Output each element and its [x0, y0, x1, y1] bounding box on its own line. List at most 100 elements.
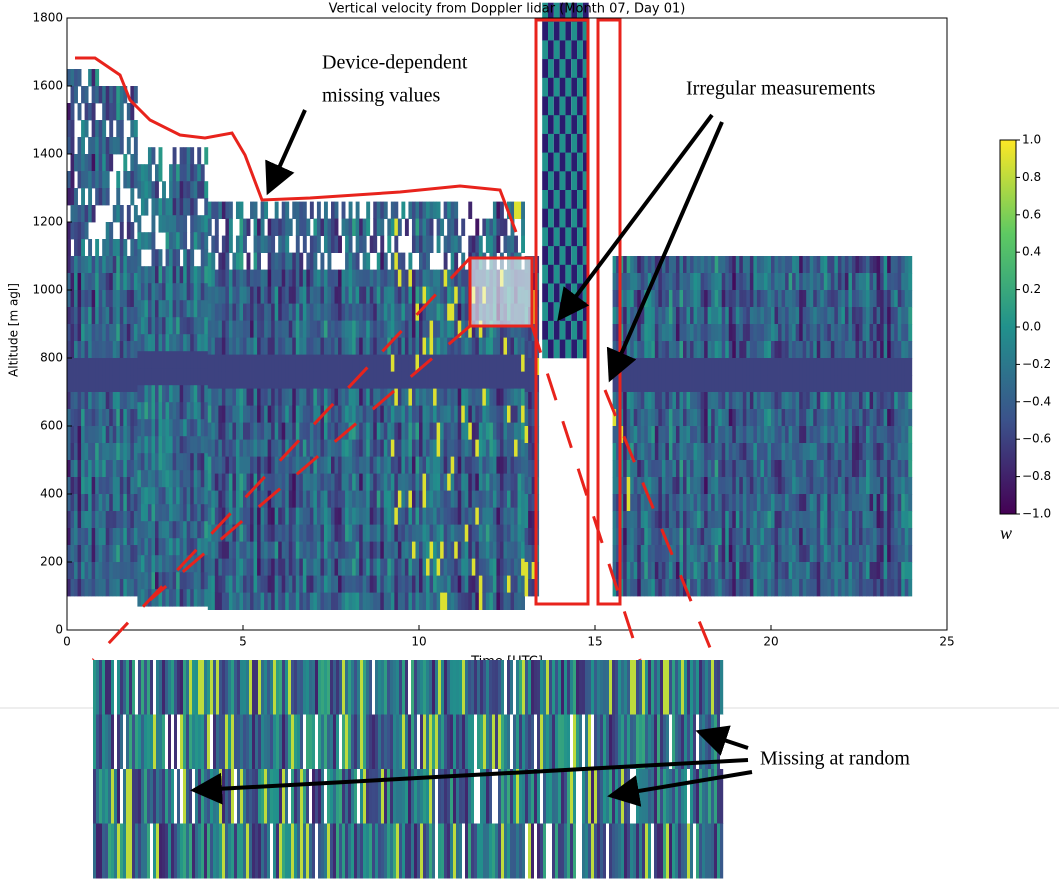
- heatmap-cell: [496, 473, 501, 491]
- heatmap-cell: [137, 419, 142, 437]
- heatmap-cell: [292, 524, 297, 542]
- heatmap-cell: [299, 337, 304, 355]
- heatmap-cell: [91, 528, 96, 546]
- heatmap-cell: [718, 426, 723, 444]
- heatmap-cell: [274, 320, 279, 338]
- heatmap-cell: [658, 307, 663, 325]
- heatmap-cell: [894, 511, 899, 529]
- heatmap-cell: [647, 290, 652, 308]
- heatmap-cell: [373, 456, 378, 474]
- heatmap-cell: [771, 392, 775, 410]
- heatmap-cell: [232, 388, 237, 406]
- heatmap-cell: [419, 456, 423, 474]
- heatmap-cell: [760, 426, 765, 444]
- heatmap-cell: [271, 354, 276, 372]
- heatmap-cell: [81, 239, 85, 257]
- heatmap-cell: [295, 354, 300, 372]
- heatmap-cell: [827, 528, 832, 546]
- heatmap-cell: [623, 460, 628, 478]
- heatmap-cell: [267, 592, 272, 610]
- heatmap-cell: [478, 524, 483, 542]
- heatmap-cell: [619, 256, 624, 274]
- heatmap-cell: [264, 405, 269, 423]
- heatmap-cell: [514, 541, 518, 559]
- heatmap-cell: [668, 358, 673, 376]
- heatmap-cell: [672, 324, 677, 342]
- heatmap-cell: [302, 354, 307, 372]
- heatmap-cell: [394, 490, 399, 508]
- checker-cell: [577, 208, 583, 228]
- heatmap-cell: [77, 103, 82, 121]
- heatmap-cell: [700, 256, 705, 274]
- heatmap-cell: [788, 528, 793, 546]
- heatmap-cell: [788, 375, 793, 393]
- heatmap-cell: [704, 545, 709, 563]
- heatmap-cell: [753, 307, 758, 325]
- heatmap-cell: [119, 528, 124, 546]
- heatmap-cell: [281, 354, 286, 372]
- heatmap-cell: [774, 426, 779, 444]
- heatmap-cell: [725, 392, 730, 410]
- heatmap-cell: [686, 528, 691, 546]
- heatmap-cell: [151, 181, 156, 199]
- heatmap-cell: [454, 354, 459, 372]
- heatmap-cell: [693, 409, 698, 427]
- heatmap-cell: [654, 307, 659, 325]
- heatmap-cell: [151, 453, 156, 471]
- heatmap-cell: [816, 426, 821, 444]
- heatmap-cell: [482, 337, 487, 355]
- heatmap-cell: [207, 422, 212, 440]
- heatmap-cell: [873, 460, 877, 478]
- heatmap-cell: [890, 307, 895, 325]
- heatmap-cell: [74, 511, 78, 529]
- heatmap-cell: [749, 256, 754, 274]
- heatmap-cell: [781, 324, 786, 342]
- heatmap-cell: [693, 375, 698, 393]
- heatmap-cell: [109, 273, 114, 291]
- heatmap-cell: [753, 341, 758, 359]
- heatmap-cell: [162, 334, 166, 352]
- heatmap-cell: [197, 419, 202, 437]
- heatmap-cell: [665, 562, 670, 580]
- heatmap-cell: [158, 368, 163, 386]
- heatmap-cell: [426, 575, 430, 593]
- heatmap-cell: [362, 439, 367, 457]
- heatmap-cell: [130, 154, 135, 172]
- heatmap-cell: [165, 368, 170, 386]
- heatmap-cell: [471, 592, 476, 610]
- heatmap-cell: [74, 392, 78, 410]
- heatmap-cell: [320, 286, 325, 304]
- heatmap-cell: [235, 235, 240, 253]
- heatmap-cell: [390, 592, 395, 610]
- heatmap-cell: [228, 320, 233, 338]
- heatmap-cell: [140, 521, 145, 539]
- heatmap-cell: [84, 222, 89, 240]
- heatmap-cell: [147, 351, 152, 369]
- heatmap-cell: [331, 558, 335, 576]
- heatmap-cell: [485, 422, 490, 440]
- heatmap-cell: [809, 341, 814, 359]
- heatmap-cell: [521, 473, 525, 491]
- heatmap-cell: [816, 511, 821, 529]
- heatmap-cell: [158, 419, 163, 437]
- heatmap-cell: [475, 371, 480, 389]
- heatmap-cell: [404, 388, 409, 406]
- heatmap-cell: [204, 198, 209, 216]
- heatmap-cell: [394, 252, 399, 270]
- heatmap-cell: [397, 269, 402, 287]
- heatmap-cell: [521, 558, 525, 576]
- heatmap-cell: [246, 490, 251, 508]
- heatmap-cell: [897, 256, 902, 274]
- heatmap-cell: [795, 528, 800, 546]
- heatmap-cell: [232, 252, 237, 270]
- heatmap-cell: [524, 426, 529, 444]
- heatmap-cell: [228, 201, 233, 219]
- heatmap-cell: [309, 201, 314, 219]
- heatmap-cell: [457, 371, 462, 389]
- heatmap-cell: [528, 562, 533, 580]
- heatmap-cell: [158, 147, 163, 165]
- heatmap-cell: [767, 426, 772, 444]
- heatmap-cell: [186, 300, 191, 318]
- heatmap-cell: [119, 324, 124, 342]
- heatmap-cell: [830, 324, 835, 342]
